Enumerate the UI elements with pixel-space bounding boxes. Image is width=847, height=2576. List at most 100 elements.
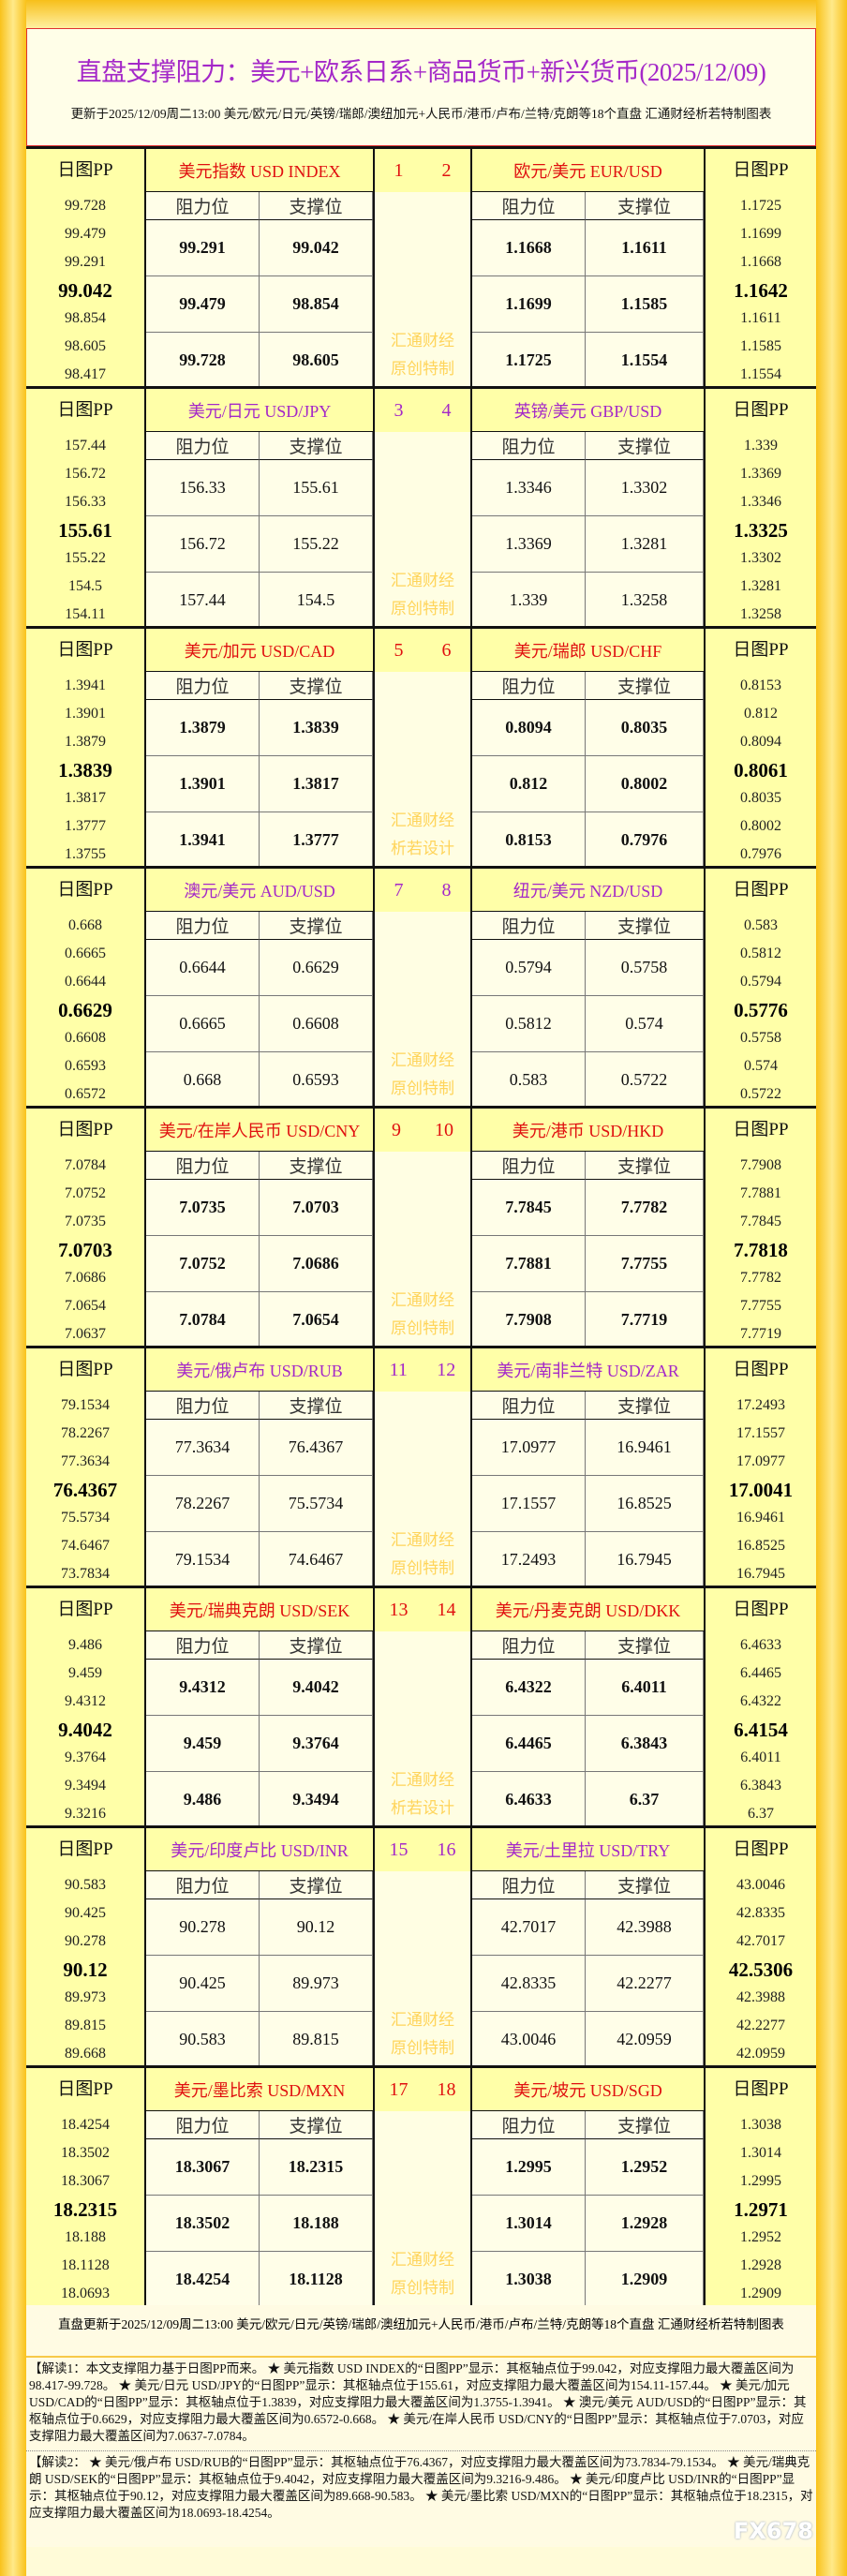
watermark-column: 汇通财经 原创特制 [373, 912, 472, 1109]
support-value: 1.2909 [586, 2252, 704, 2308]
pp-value: 18.1128 [61, 2257, 110, 2273]
pivot-value: 90.12 [63, 1958, 108, 1981]
support-header: 支撑位 [260, 1392, 373, 1420]
pp-value: 0.668 [68, 917, 102, 933]
pp-value: 0.6644 [65, 974, 106, 990]
support-value: 1.1554 [586, 333, 704, 389]
resistance-header: 阻力位 [472, 1871, 586, 1899]
pp-value: 0.812 [744, 706, 778, 722]
support-header: 支撑位 [260, 2111, 373, 2139]
support-header: 支撑位 [260, 192, 373, 220]
pivot-value: 155.61 [58, 519, 112, 542]
pp-value: 7.0752 [65, 1185, 106, 1201]
resistance-header: 阻力位 [146, 1152, 260, 1180]
pp-header: 日图PP [733, 2079, 789, 2099]
pp-value: 75.5734 [61, 1510, 110, 1526]
watermark-text: 原创特制 [391, 2279, 454, 2297]
resistance-value: 9.486 [146, 1772, 260, 1828]
pp-value: 1.1585 [740, 338, 781, 354]
pivot-value: 99.042 [58, 279, 112, 302]
resistance-header: 阻力位 [146, 672, 260, 700]
pp-value: 1.3901 [65, 706, 106, 722]
pair-block: 日图PP 90.583 90.425 90.278 90.12 89.973 89.815 8… [26, 1825, 816, 2068]
pp-value: 6.4322 [740, 1693, 781, 1709]
pair-number: 12 [437, 1359, 456, 1380]
pp-value: 73.7834 [61, 1566, 110, 1582]
resistance-value: 1.2995 [472, 2139, 586, 2196]
pp-value: 0.574 [744, 1058, 778, 1074]
pair-numbers: 15 16 [373, 1828, 472, 1871]
pp-value: 1.1611 [740, 310, 781, 326]
resistance-value: 18.3502 [146, 2196, 260, 2252]
pp-value: 17.2493 [736, 1397, 785, 1413]
support-header: 支撑位 [260, 432, 373, 460]
pair-name-left: 美元/瑞典克朗 USD/SEK [146, 1588, 373, 1631]
watermark-column: 汇通财经 原创特制 [373, 2111, 472, 2308]
pp-value: 9.3494 [65, 1778, 106, 1794]
support-value: 98.854 [260, 276, 373, 333]
pivot-value: 0.6629 [58, 999, 112, 1021]
pp-value: 9.4312 [65, 1693, 106, 1709]
resistance-header: 阻力位 [146, 432, 260, 460]
pp-value: 43.0046 [736, 1877, 785, 1893]
note-1: 【解读1：本文支撑阻力基于日图PP而来。 ★ 美元指数 USD INDEX的“日… [26, 2358, 816, 2451]
support-value: 7.7782 [586, 1180, 704, 1236]
pp-value: 0.8002 [740, 818, 781, 834]
support-value: 18.2315 [260, 2139, 373, 2196]
pivot-value: 6.4154 [734, 1719, 788, 1741]
pair-number: 4 [441, 399, 452, 421]
pp-value: 1.1668 [740, 254, 781, 270]
pp-value: 18.4254 [61, 2117, 110, 2133]
pp-value: 0.5812 [740, 946, 781, 961]
pp-value: 17.0977 [736, 1453, 785, 1469]
watermark-text: 原创特制 [391, 600, 454, 618]
pp-column-right: 日图PP 6.4633 6.4465 6.4322 6.4154 6.4011 6.3843… [704, 1588, 816, 1828]
pair-number: 6 [441, 639, 452, 661]
pair-name-left: 美元/加元 USD/CAD [146, 629, 373, 672]
pivot-value: 7.0703 [58, 1239, 112, 1261]
support-value: 6.3843 [586, 1716, 704, 1772]
pp-value: 1.1699 [740, 226, 781, 242]
pp-value: 16.9461 [736, 1510, 785, 1526]
title-box: 直盘支撑阻力：美元+欧系日系+商品货币+新兴货币(2025/12/09) 更新于… [26, 28, 816, 146]
pair-numbers: 13 14 [373, 1588, 472, 1631]
pp-value: 1.3302 [740, 550, 781, 566]
pp-value: 6.3843 [740, 1778, 781, 1794]
resistance-header: 阻力位 [146, 1631, 260, 1660]
resistance-value: 9.459 [146, 1716, 260, 1772]
pp-header: 日图PP [733, 880, 789, 900]
resistance-value: 1.1699 [472, 276, 586, 333]
watermark-text: 汇通财经 [391, 812, 454, 829]
pp-column-left: 日图PP 157.44 156.72 156.33 155.61 155.22 154.5 1… [26, 389, 146, 629]
pivot-value: 1.1642 [734, 279, 788, 302]
pair-block: 日图PP 79.1534 78.2267 77.3634 76.4367 75.5734 7… [26, 1346, 816, 1588]
support-value: 0.6608 [260, 996, 373, 1052]
support-value: 7.7755 [586, 1236, 704, 1292]
pp-value: 6.37 [748, 1806, 774, 1822]
pp-value: 0.5758 [740, 1030, 781, 1046]
pp-value: 1.3941 [65, 678, 106, 693]
pp-value: 7.7908 [740, 1157, 781, 1173]
pp-column-right: 日图PP 1.3038 1.3014 1.2995 1.2971 1.2952 1.2928… [704, 2068, 816, 2308]
pp-column-left: 日图PP 18.4254 18.3502 18.3067 18.2315 18.188 18… [26, 2068, 146, 2308]
pp-value: 17.1557 [736, 1425, 785, 1441]
pp-value: 18.3502 [61, 2145, 110, 2161]
support-value: 42.3988 [586, 1899, 704, 1956]
watermark-text: 汇通财经 [391, 1531, 454, 1549]
resistance-value: 1.3038 [472, 2252, 586, 2308]
pp-value: 1.2909 [740, 2286, 781, 2301]
pivot-value: 42.5306 [728, 1958, 794, 1981]
support-value: 1.3281 [586, 516, 704, 573]
pp-value: 1.3369 [740, 466, 781, 482]
resistance-value: 79.1534 [146, 1532, 260, 1588]
pp-value: 9.3216 [65, 1806, 106, 1822]
resistance-value: 156.33 [146, 460, 260, 516]
resistance-value: 0.8094 [472, 700, 586, 756]
watermark-text: 原创特制 [391, 360, 454, 378]
pp-header: 日图PP [57, 400, 113, 420]
resistance-value: 7.7881 [472, 1236, 586, 1292]
support-value: 9.3764 [260, 1716, 373, 1772]
pp-value: 99.728 [65, 198, 106, 214]
pair-number: 15 [389, 1839, 409, 1860]
resistance-header: 阻力位 [146, 1871, 260, 1899]
